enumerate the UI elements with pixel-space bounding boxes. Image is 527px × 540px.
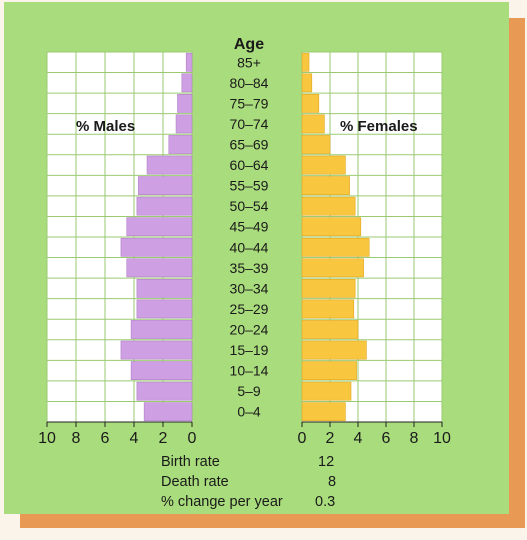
age-label: 40–44 [230, 239, 269, 255]
male-bar-50–54 [136, 196, 193, 216]
age-label: 80–84 [230, 75, 269, 91]
age-label: 55–59 [230, 178, 269, 194]
age-label: 85+ [237, 54, 261, 70]
age-label: 65–69 [230, 137, 269, 153]
male-bar-15–19 [120, 340, 193, 360]
change-per-year-label: % change per year [161, 494, 283, 510]
age-label: 30–34 [230, 280, 269, 296]
male-tick-label: 10 [38, 430, 56, 447]
age-label: 35–39 [230, 260, 269, 276]
female-tick-label: 6 [382, 430, 391, 447]
female-bar-70–74 [301, 114, 325, 134]
male-bar-40–44 [120, 237, 193, 257]
female-tick-label: 8 [410, 430, 419, 447]
female-bar-0–4 [301, 402, 346, 422]
age-label: 15–19 [230, 342, 269, 358]
birth-rate-value: 12 [318, 454, 335, 470]
female-bar-55–59 [301, 176, 350, 195]
death-rate-value: 8 [328, 474, 337, 490]
male-bar-25–29 [136, 299, 193, 319]
male-tick-label: 0 [188, 430, 197, 447]
male-tick-label: 4 [130, 430, 139, 447]
male-tick-label: 6 [101, 430, 110, 447]
male-bar-75–79 [177, 94, 193, 113]
male-bar-55–59 [138, 176, 193, 195]
female-bar-40–44 [301, 237, 370, 257]
age-label: 75–79 [230, 95, 269, 111]
male-bar-35–39 [126, 258, 193, 278]
female-bar-25–29 [301, 299, 355, 319]
female-bar-35–39 [301, 258, 364, 278]
female-tick-label: 0 [298, 430, 307, 447]
male-bar-80–84 [181, 73, 193, 93]
female-axis: 0 2 4 6 8 10 [298, 421, 451, 447]
female-bar-20–24 [301, 320, 359, 339]
female-bar-10–14 [301, 361, 357, 380]
female-bar-60–64 [301, 155, 346, 175]
female-tick-label: 4 [354, 430, 363, 447]
male-bar-5–9 [136, 381, 193, 401]
female-bar-45–49 [301, 217, 362, 237]
female-panel [301, 51, 443, 423]
female-bar-85+ [301, 52, 310, 72]
female-tick-label: 10 [433, 430, 451, 447]
age-label: 20–24 [230, 322, 269, 338]
male-bar-30–34 [136, 279, 193, 298]
female-bar-5–9 [301, 381, 352, 401]
age-labels: 85+ 80–84 75–79 70–74 65–69 60–64 55–59 50–54 45… [230, 54, 269, 419]
age-label: 0–4 [237, 404, 261, 420]
female-bar-15–19 [301, 340, 367, 360]
female-bar-50–54 [301, 196, 356, 216]
male-tick-label: 2 [159, 430, 168, 447]
male-bar-60–64 [146, 155, 193, 175]
male-axis: 10 8 6 4 2 0 [38, 421, 197, 447]
birth-rate-label: Birth rate [161, 454, 220, 470]
age-label: 5–9 [237, 383, 261, 399]
male-bar-0–4 [143, 402, 193, 422]
male-bar-70–74 [175, 114, 193, 134]
males-label: % Males [76, 118, 135, 135]
male-bar-20–24 [130, 320, 193, 339]
age-label: 10–14 [230, 363, 269, 379]
age-label: 50–54 [230, 198, 269, 214]
male-tick-label: 8 [72, 430, 81, 447]
death-rate-label: Death rate [161, 474, 229, 490]
change-per-year-value: 0.3 [315, 494, 336, 510]
female-bar-80–84 [301, 73, 313, 93]
female-tick-label: 2 [326, 430, 335, 447]
male-bar-45–49 [126, 217, 193, 237]
age-label: 45–49 [230, 219, 269, 235]
age-label: 70–74 [230, 116, 269, 132]
female-bar-30–34 [301, 279, 356, 298]
chart-title: Age [234, 36, 264, 53]
age-label: 60–64 [230, 157, 269, 173]
female-bar-75–79 [301, 94, 320, 113]
male-bar-65–69 [168, 135, 193, 154]
females-label: % Females [340, 118, 418, 135]
female-bar-65–69 [301, 135, 331, 154]
male-bar-85+ [185, 52, 193, 72]
male-panel [46, 51, 193, 423]
male-bar-10–14 [130, 361, 193, 380]
age-label: 25–29 [230, 301, 269, 317]
